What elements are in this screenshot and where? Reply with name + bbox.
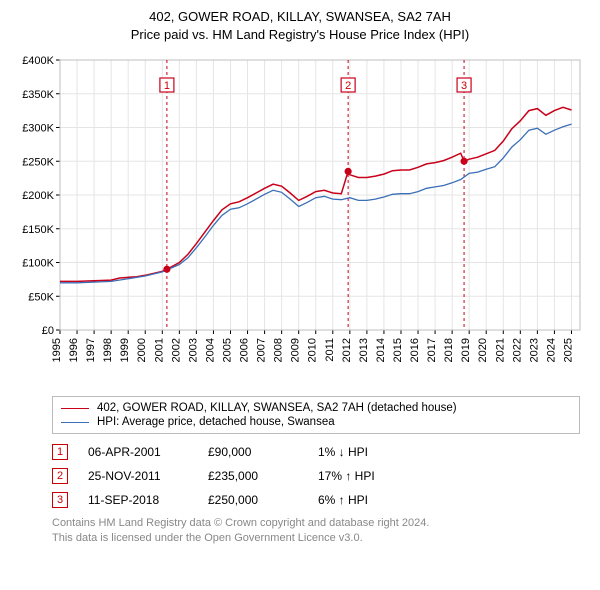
x-tick-label: 2000 — [136, 338, 148, 362]
x-tick-label: 2010 — [307, 338, 319, 362]
footer-line-1: Contains HM Land Registry data © Crown c… — [52, 516, 580, 531]
x-tick-label: 2005 — [221, 338, 233, 362]
chart-container: 402, GOWER ROAD, KILLAY, SWANSEA, SA2 7A… — [0, 0, 600, 558]
x-tick-label: 2004 — [204, 338, 216, 362]
x-tick-label: 1995 — [51, 338, 63, 362]
title-line-1: 402, GOWER ROAD, KILLAY, SWANSEA, SA2 7A… — [12, 8, 588, 26]
x-tick-label: 2015 — [392, 338, 404, 362]
y-tick-label: £400K — [22, 55, 54, 67]
x-tick-label: 2016 — [409, 338, 421, 362]
x-tick-label: 2012 — [341, 338, 353, 362]
event-marker: 3 — [52, 492, 68, 508]
x-tick-label: 2003 — [187, 338, 199, 362]
sale-dot — [163, 266, 170, 273]
sale-label-num: 1 — [164, 80, 170, 92]
chart: £0 £50K £100K £150K £200K £250K £300K £350K £400… — [12, 50, 588, 390]
event-row: 3 11-SEP-2018 £250,000 6% ↑ HPI — [52, 492, 580, 508]
x-tick-label: 1998 — [102, 338, 114, 362]
legend: 402, GOWER ROAD, KILLAY, SWANSEA, SA2 7A… — [52, 396, 580, 434]
event-price: £250,000 — [208, 493, 298, 507]
x-tick-label: 2022 — [511, 338, 523, 362]
footer-line-2: This data is licensed under the Open Gov… — [52, 531, 580, 546]
x-tick-label: 1996 — [68, 338, 80, 362]
x-tick-label: 2006 — [239, 338, 251, 362]
legend-label: 402, GOWER ROAD, KILLAY, SWANSEA, SA2 7A… — [97, 402, 457, 414]
x-tick-label: 2018 — [443, 338, 455, 362]
x-tick-label: 2011 — [324, 338, 336, 362]
event-delta: 6% ↑ HPI — [318, 493, 368, 507]
event-price: £235,000 — [208, 469, 298, 483]
event-date: 06-APR-2001 — [88, 445, 188, 459]
event-date: 11-SEP-2018 — [88, 493, 188, 507]
x-tick-label: 2024 — [545, 338, 557, 362]
sale-dot — [460, 158, 467, 165]
event-price: £90,000 — [208, 445, 298, 459]
x-tick-label: 1999 — [119, 338, 131, 362]
x-tick-label: 2025 — [562, 338, 574, 362]
x-tick-label: 2013 — [358, 338, 370, 362]
y-tick-label: £150K — [22, 224, 54, 236]
x-tick-label: 2008 — [273, 338, 285, 362]
y-tick-label: £350K — [22, 89, 54, 101]
event-marker: 2 — [52, 468, 68, 484]
x-tick-label: 2007 — [256, 338, 268, 362]
y-tick-label: £250K — [22, 157, 54, 169]
x-tick-label: 2020 — [477, 338, 489, 362]
x-tick-label: 2009 — [290, 338, 302, 362]
event-delta: 17% ↑ HPI — [318, 469, 375, 483]
x-tick-label: 2021 — [494, 338, 506, 362]
y-tick-label: £50K — [28, 292, 54, 304]
x-tick-label: 2019 — [460, 338, 472, 362]
x-tick-label: 2002 — [170, 338, 182, 362]
title-block: 402, GOWER ROAD, KILLAY, SWANSEA, SA2 7A… — [12, 8, 588, 44]
event-row: 1 06-APR-2001 £90,000 1% ↓ HPI — [52, 444, 580, 460]
y-tick-label: £0 — [42, 325, 54, 337]
event-row: 2 25-NOV-2011 £235,000 17% ↑ HPI — [52, 468, 580, 484]
footer: Contains HM Land Registry data © Crown c… — [52, 516, 580, 546]
event-date: 25-NOV-2011 — [88, 469, 188, 483]
sale-label-num: 2 — [345, 80, 351, 92]
event-marker: 1 — [52, 444, 68, 460]
x-tick-label: 2001 — [153, 338, 165, 362]
legend-row: HPI: Average price, detached house, Swan… — [61, 415, 571, 429]
x-tick-label: 2014 — [375, 338, 387, 362]
legend-swatch — [61, 422, 89, 423]
y-tick-label: £200K — [22, 190, 54, 202]
x-tick-label: 2023 — [528, 338, 540, 362]
y-tick-label: £100K — [22, 258, 54, 270]
legend-swatch — [61, 408, 89, 409]
legend-label: HPI: Average price, detached house, Swan… — [97, 416, 335, 428]
x-tick-label: 1997 — [85, 338, 97, 362]
chart-svg: £0 £50K £100K £150K £200K £250K £300K £350K £400… — [12, 50, 588, 390]
sale-label-num: 3 — [461, 80, 467, 92]
sale-dot — [345, 168, 352, 175]
title-line-2: Price paid vs. HM Land Registry's House … — [12, 26, 588, 44]
legend-row: 402, GOWER ROAD, KILLAY, SWANSEA, SA2 7A… — [61, 401, 571, 415]
x-tick-label: 2017 — [426, 338, 438, 362]
sale-events: 1 06-APR-2001 £90,000 1% ↓ HPI 2 25-NOV-2011 £… — [52, 444, 580, 508]
y-tick-label: £300K — [22, 123, 54, 135]
event-delta: 1% ↓ HPI — [318, 445, 368, 459]
